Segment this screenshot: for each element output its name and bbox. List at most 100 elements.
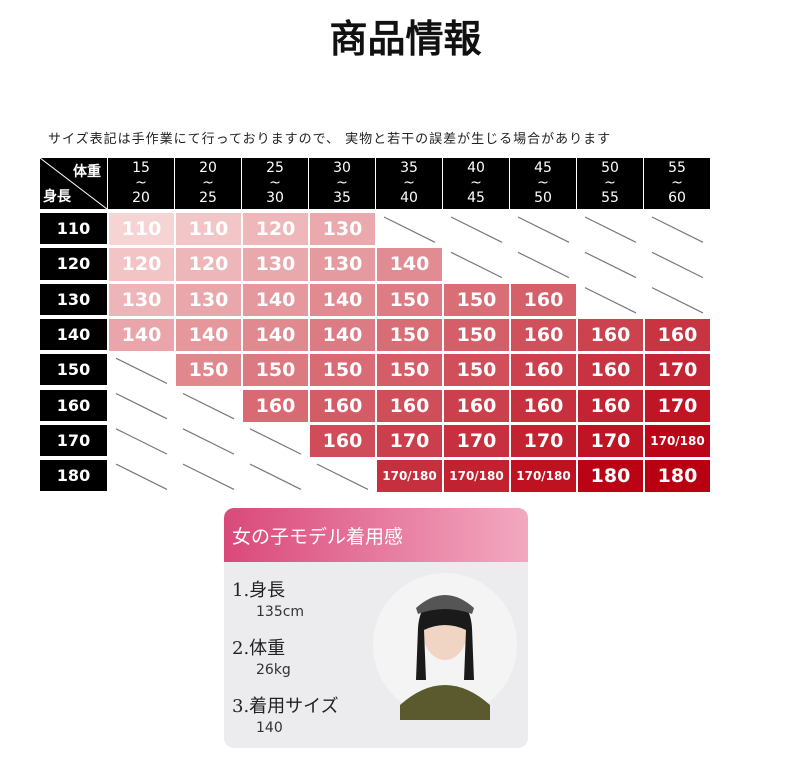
- height-header: 180: [40, 460, 107, 492]
- empty-slash: [450, 216, 503, 243]
- empty-slash: [651, 251, 704, 279]
- weight-text: 55: [668, 160, 686, 176]
- size-cell: 130: [310, 213, 375, 246]
- model-label: 3.着用サイズ: [232, 696, 339, 717]
- size-cell: 150: [243, 354, 308, 387]
- size-cell: 150: [377, 318, 442, 352]
- empty-slash: [383, 216, 436, 243]
- title: 商品情報: [329, 16, 482, 61]
- size-cell: 160: [310, 424, 375, 458]
- empty-slash: [115, 463, 168, 490]
- size-cell: 160: [645, 318, 710, 352]
- weight-header: 55 ~60: [644, 158, 710, 209]
- empty-slash: [450, 251, 503, 279]
- size-cell: 170: [377, 424, 442, 458]
- model-value: 26kg: [256, 662, 291, 678]
- size-cell: 160: [511, 354, 576, 387]
- empty-slash: [182, 463, 235, 490]
- size-cell: 150: [444, 283, 509, 316]
- weight-header: 40 ~45: [443, 158, 509, 209]
- weight-text: 55: [601, 190, 619, 206]
- model-label: 1.身長: [232, 580, 286, 601]
- size-cell: 120: [176, 248, 241, 281]
- size-cell: 150: [444, 318, 509, 352]
- size-cell: 160: [511, 318, 576, 352]
- weight-text: 25: [199, 190, 217, 206]
- size-cell: 150: [310, 354, 375, 387]
- weight-text: 50: [601, 160, 619, 176]
- weight-text: ~: [403, 175, 415, 191]
- size-cell: 130: [176, 283, 241, 316]
- model-card: 女の子モデル着用感 1.身長 135cm 2.体重 26kg 3.着用サイズ 140: [224, 508, 528, 748]
- height-header: 120: [40, 248, 107, 280]
- height-header: 150: [40, 354, 107, 386]
- weight-text: ~: [202, 175, 214, 191]
- size-cell: 150: [377, 283, 442, 316]
- weight-text: ~: [269, 175, 281, 191]
- weight-text: 45: [467, 190, 485, 206]
- weight-header: 25 ~30: [242, 158, 308, 209]
- height-header: 140: [40, 318, 107, 351]
- empty-slash: [517, 216, 570, 243]
- size-cell: 140: [310, 283, 375, 316]
- weight-text: 30: [333, 160, 351, 176]
- size-cell: 160: [377, 389, 442, 422]
- size-cell: 120: [243, 213, 308, 246]
- weight-text: ~: [470, 175, 482, 191]
- weight-text: ~: [671, 175, 683, 191]
- size-cell: 170/180: [444, 460, 509, 493]
- weight-text: ~: [537, 175, 549, 191]
- size-cell: 110: [109, 213, 174, 246]
- size-cell: 120: [109, 248, 174, 281]
- height-header: 130: [40, 283, 107, 315]
- size-cell: 140: [377, 248, 442, 281]
- size-cell: 160: [578, 389, 643, 422]
- size-cell: 150: [444, 354, 509, 387]
- size-cell: 170: [511, 424, 576, 458]
- empty-slash: [249, 428, 302, 455]
- empty-slash: [517, 251, 570, 279]
- size-cell: 150: [377, 354, 442, 387]
- size-cell: 130: [109, 283, 174, 316]
- size-cell: 170: [578, 424, 643, 458]
- corner-height: 身長: [43, 189, 71, 205]
- size-cell: 110: [176, 213, 241, 246]
- size-cell: 150: [176, 354, 241, 387]
- empty-slash: [182, 428, 235, 455]
- weight-text: 35: [400, 160, 418, 176]
- weight-text: ~: [604, 175, 616, 191]
- height-header: 170: [40, 424, 107, 457]
- corner: 体重 身長: [40, 158, 107, 209]
- empty-slash: [115, 392, 168, 420]
- weight-text: 30: [266, 190, 284, 206]
- weight-text: 15: [132, 160, 150, 176]
- empty-slash: [584, 287, 637, 314]
- size-cell: 180: [578, 460, 643, 493]
- size-cell: 170: [645, 389, 710, 422]
- weight-header: 50 ~55: [577, 158, 643, 209]
- weight-text: 40: [467, 160, 485, 176]
- size-cell: 160: [243, 389, 308, 422]
- weight-text: 35: [333, 190, 351, 206]
- empty-slash: [651, 287, 704, 314]
- weight-header: 20 ~25: [175, 158, 241, 209]
- size-cell: 130: [243, 248, 308, 281]
- size-cell: 170/180: [511, 460, 576, 493]
- weight-header: 45 ~50: [510, 158, 576, 209]
- size-cell: 170: [645, 354, 710, 387]
- size-cell: 170/180: [377, 460, 442, 493]
- size-cell: 160: [310, 389, 375, 422]
- empty-slash: [584, 251, 637, 279]
- corner-weight: 体重: [73, 164, 101, 180]
- size-cell: 140: [243, 318, 308, 352]
- weight-text: 25: [266, 160, 284, 176]
- model-value: 140: [256, 720, 283, 736]
- empty-slash: [584, 216, 637, 243]
- empty-slash: [316, 463, 369, 490]
- weight-text: 20: [132, 190, 150, 206]
- weight-header: 15 ~20: [108, 158, 174, 209]
- size-cell: 160: [578, 354, 643, 387]
- size-cell: 180: [645, 460, 710, 493]
